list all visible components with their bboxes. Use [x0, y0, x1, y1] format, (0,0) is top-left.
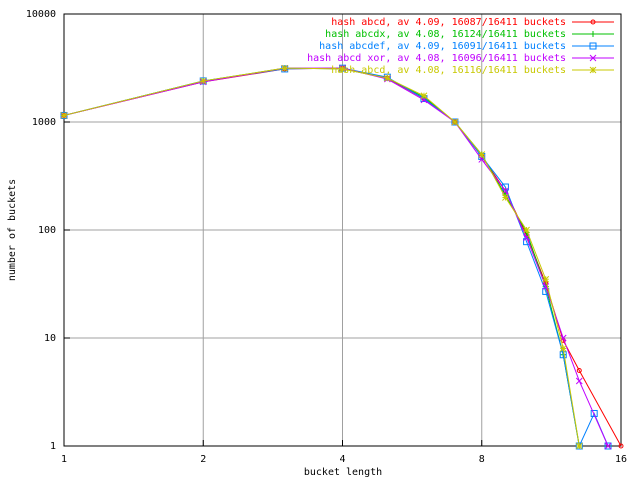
- marker: [575, 377, 583, 385]
- marker: [559, 351, 567, 359]
- marker-shape: [420, 92, 428, 100]
- y-tick-label: 1000: [32, 117, 56, 128]
- plot-frame: [63, 13, 622, 447]
- marker-shape: [575, 442, 583, 450]
- marker: [383, 74, 391, 82]
- marker-shape: [523, 226, 530, 234]
- marker-shape: [590, 409, 598, 417]
- marker-shape: [339, 65, 346, 73]
- x-tick-label: 16: [615, 454, 627, 465]
- marker: [281, 64, 289, 72]
- x-tick-label: 1: [61, 454, 67, 465]
- marker-shape: [576, 368, 582, 374]
- marker-shape: [60, 112, 68, 119]
- marker-shape: [199, 77, 207, 85]
- marker-shape: [589, 54, 597, 62]
- legend-label: hash abcd xor, av 4.08, 16096/16411 buck…: [307, 53, 566, 64]
- marker: [60, 112, 68, 119]
- marker: [199, 77, 207, 85]
- marker-shape: [478, 151, 486, 158]
- legend-label: hash abcdef, av 4.09, 16091/16411 bucket…: [319, 41, 566, 52]
- x-axis-label: bucket length: [304, 467, 382, 478]
- x-tick-label: 4: [339, 454, 345, 465]
- legend-label: hash abcd, av 4.09, 16087/16411 buckets: [331, 17, 566, 28]
- x-tick-label: 8: [479, 454, 485, 465]
- marker: [589, 42, 597, 50]
- marker-shape: [589, 66, 597, 74]
- y-axis-label: number of buckets: [7, 179, 18, 281]
- marker-shape: [559, 345, 567, 352]
- y-tick-label: 100: [38, 225, 56, 236]
- marker: [523, 226, 530, 234]
- marker-shape: [542, 275, 550, 283]
- y-tick-label: 10000: [26, 9, 56, 20]
- marker: [502, 194, 509, 201]
- marker-shape: [604, 442, 612, 450]
- marker-shape: [383, 74, 391, 82]
- x-tick-label: 2: [200, 454, 206, 465]
- y-tick-label: 1: [50, 441, 56, 452]
- marker: [604, 442, 612, 450]
- marker-shape: [618, 443, 624, 449]
- marker: [542, 275, 550, 283]
- marker-shape: [542, 283, 550, 290]
- marker-shape: [559, 351, 567, 359]
- legend-label: hash abcdx, av 4.08, 16124/16411 buckets: [325, 29, 566, 40]
- marker: [590, 19, 596, 25]
- marker-shape: [590, 19, 596, 25]
- marker: [478, 151, 486, 158]
- legend-label: hash abcd, av 4.08, 16116/16411 buckets: [331, 65, 566, 76]
- marker-shape: [281, 64, 289, 72]
- marker: [420, 92, 428, 100]
- marker-shape: [604, 442, 612, 450]
- marker: [339, 65, 346, 73]
- marker: [589, 66, 597, 74]
- marker: [590, 409, 598, 417]
- marker: [590, 31, 596, 37]
- marker-shape: [575, 377, 583, 385]
- marker: [618, 443, 624, 449]
- marker: [575, 442, 583, 450]
- marker: [576, 368, 582, 374]
- marker-shape: [589, 42, 597, 50]
- marker: [559, 345, 567, 352]
- marker: [604, 442, 612, 450]
- marker: [589, 54, 597, 62]
- marker: [451, 118, 459, 126]
- y-tick-label: 10: [44, 333, 56, 344]
- marker-shape: [502, 194, 509, 201]
- marker-shape: [451, 118, 459, 126]
